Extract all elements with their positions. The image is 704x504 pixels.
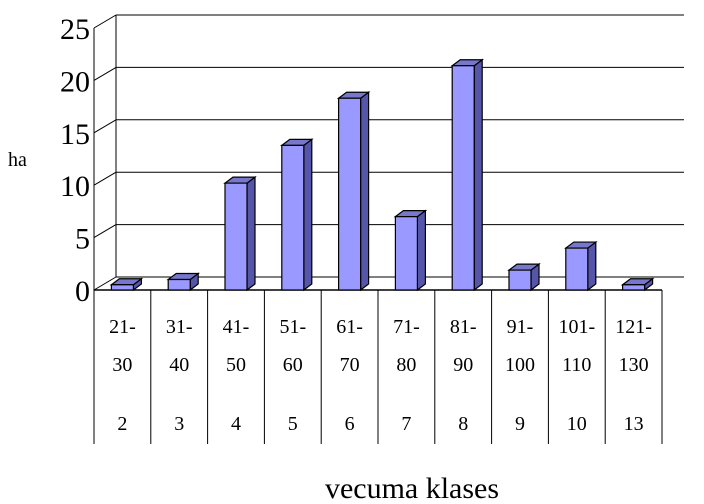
category-class: 3 [174,413,184,435]
gridline-side [93,14,117,29]
category-range-start: 91- [507,316,534,338]
category-class: 4 [231,413,241,435]
category-class: 8 [458,413,468,435]
bar [166,272,200,292]
bar [620,277,655,292]
bar [393,209,428,292]
category-class: 5 [288,413,298,435]
category-range-start: 121- [615,316,652,338]
category-range-end: 40 [169,354,189,376]
category-range-start: 71- [393,316,420,338]
bar [109,277,144,292]
category-range-end: 30 [112,354,132,376]
category-class: 10 [567,413,587,435]
category-range-end: 70 [340,354,360,376]
category-class: 6 [345,413,355,435]
y-tick-label: 0 [75,275,90,308]
category-range-start: 51- [279,316,306,338]
gridline-side [93,224,117,239]
category-class: 9 [515,413,525,435]
y-tick-label: 25 [60,13,90,46]
category-table: 21- 30 2 31- 40 3 41- 50 4 51- 60 5 61- 70 6 71- 80 7 81- 9… [93,290,663,444]
category-range-end: 100 [505,354,535,376]
gridline-side [93,66,117,81]
category-range-start: 21- [109,316,136,338]
bar [336,91,371,292]
bar [223,175,257,292]
gridline-side [93,276,117,291]
x-axis-label: vecuma klases [325,472,499,504]
category-range-start: 41- [223,316,250,338]
bars [109,58,655,292]
gridline-side [93,119,117,134]
category-range-start: 101- [558,316,595,338]
category-range-end: 60 [283,354,303,376]
category-class: 7 [401,413,411,435]
y-axis-ticks: 0 5 10 15 20 25 [60,13,90,308]
y-tick-label: 5 [75,223,90,256]
y-tick-label: 15 [60,118,90,151]
category-class: 2 [117,413,127,435]
category-range-end: 130 [619,354,649,376]
category-range-end: 110 [562,354,591,376]
category-range-end: 90 [453,354,473,376]
y-tick-label: 20 [60,65,90,98]
category-class: 13 [624,413,644,435]
category-range-end: 50 [226,354,246,376]
y-tick-label: 10 [60,170,90,203]
category-range-end: 80 [396,354,416,376]
category-range-start: 31- [166,316,193,338]
bar [507,262,541,292]
y-axis-label: ha [8,149,27,171]
category-range-start: 61- [336,316,363,338]
bar [279,138,314,292]
gridline-side [93,171,117,186]
category-range-start: 81- [450,316,477,338]
bar [563,240,598,292]
bar [450,58,485,292]
